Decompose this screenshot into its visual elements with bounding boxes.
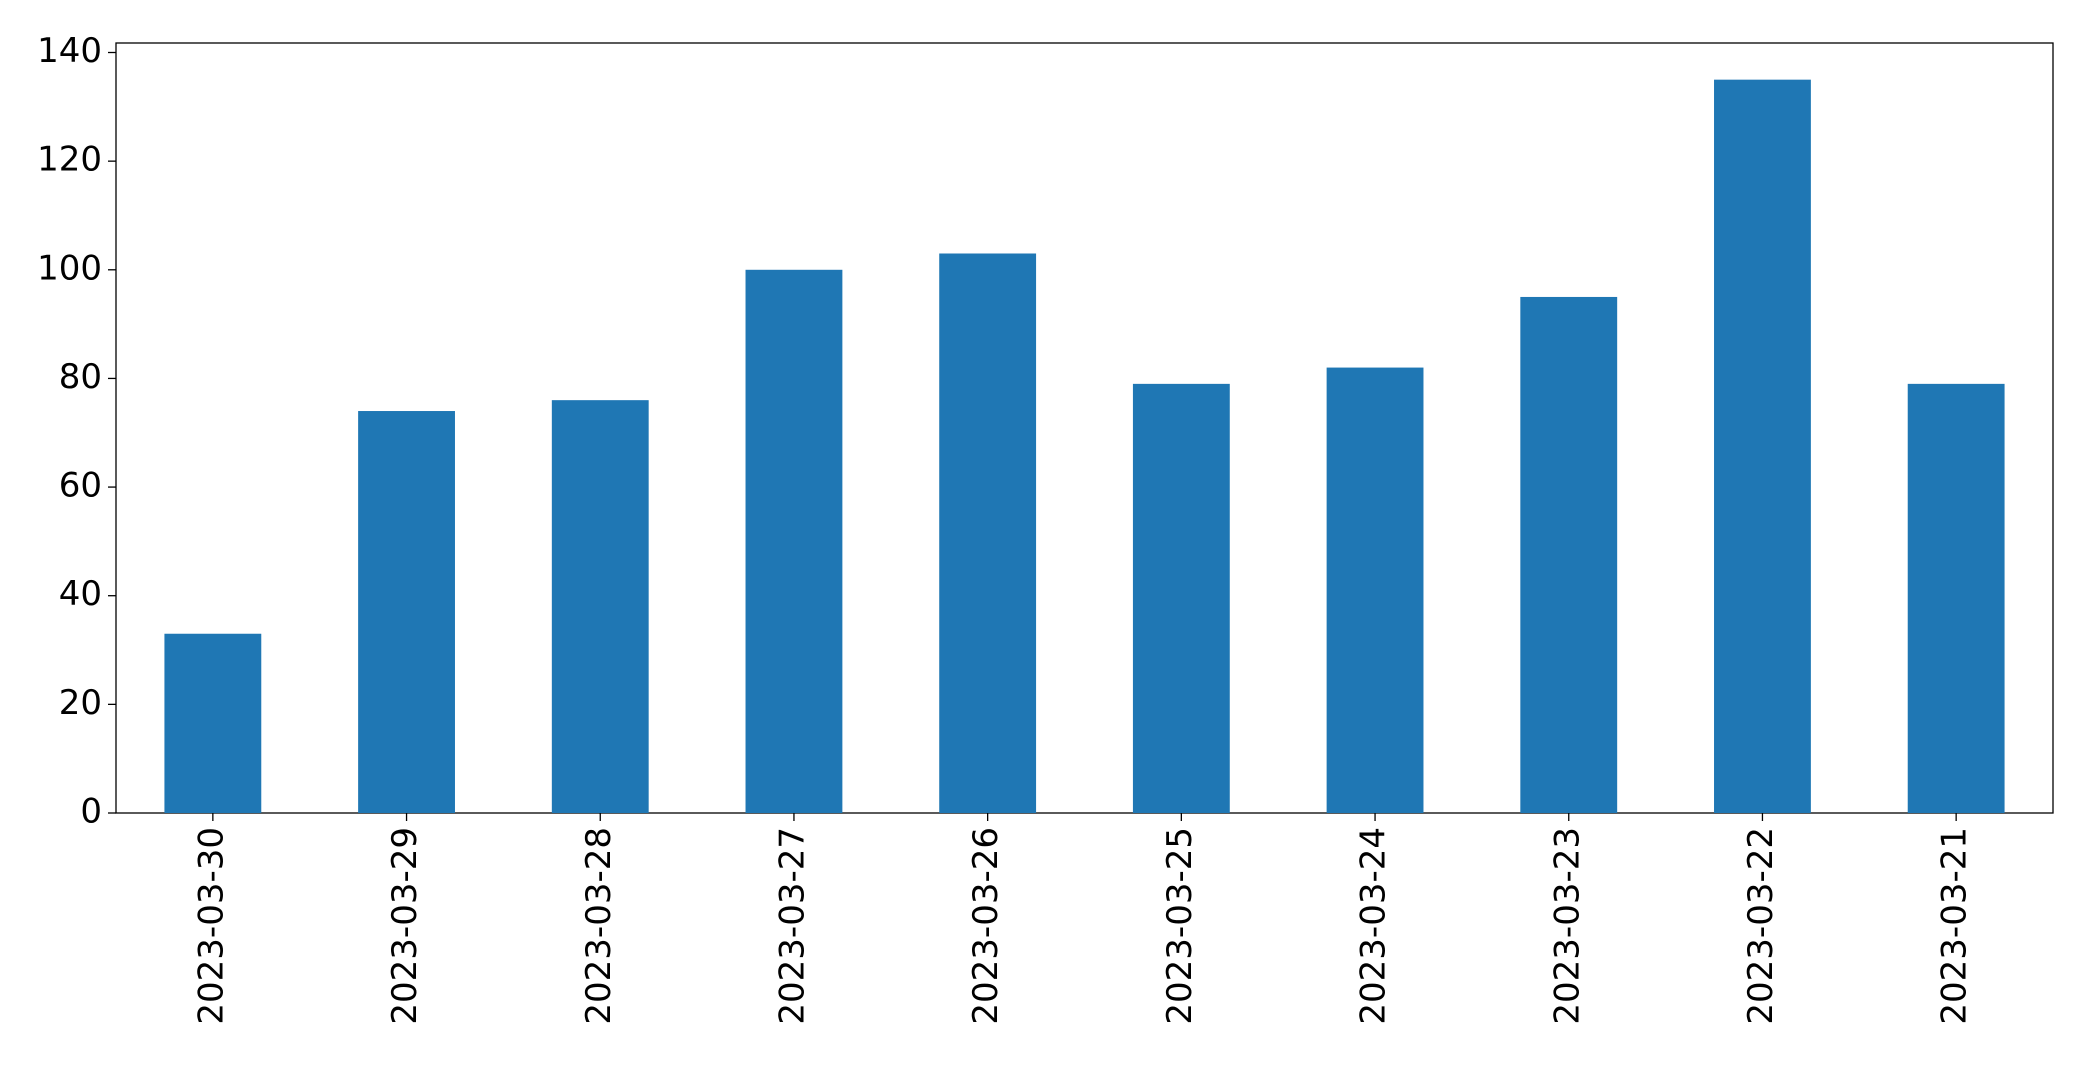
x-tick-label: 2023-03-22	[1741, 827, 1781, 1025]
bar	[358, 411, 455, 813]
y-tick-label: 60	[59, 466, 102, 506]
x-tick-label: 2023-03-23	[1547, 827, 1587, 1025]
x-tick-label: 2023-03-30	[191, 827, 231, 1025]
bar	[939, 253, 1037, 813]
y-tick-label: 20	[59, 683, 102, 723]
bar	[1132, 383, 1230, 813]
bar	[1520, 296, 1618, 813]
bar	[1714, 79, 1811, 813]
plot-frame	[115, 42, 2054, 814]
x-tick-label: 2023-03-21	[1935, 827, 1975, 1025]
x-tick-label: 2023-03-28	[579, 827, 619, 1025]
y-tick-label: 100	[37, 248, 102, 288]
bar	[551, 400, 649, 813]
bar	[745, 269, 843, 813]
y-tick-label: 120	[37, 140, 102, 180]
y-tick-label: 80	[59, 357, 102, 397]
x-tick-label: 2023-03-27	[772, 827, 812, 1025]
bar	[1326, 367, 1424, 813]
bar	[1907, 383, 2005, 813]
x-tick-label: 2023-03-25	[1160, 827, 1200, 1025]
x-tick-label: 2023-03-26	[966, 827, 1006, 1025]
y-tick-label: 140	[37, 31, 102, 71]
y-tick-label: 0	[80, 792, 102, 832]
bar	[164, 633, 262, 813]
x-tick-label: 2023-03-29	[385, 827, 425, 1025]
x-tick-label: 2023-03-24	[1354, 827, 1394, 1025]
y-tick-label: 40	[59, 574, 102, 614]
